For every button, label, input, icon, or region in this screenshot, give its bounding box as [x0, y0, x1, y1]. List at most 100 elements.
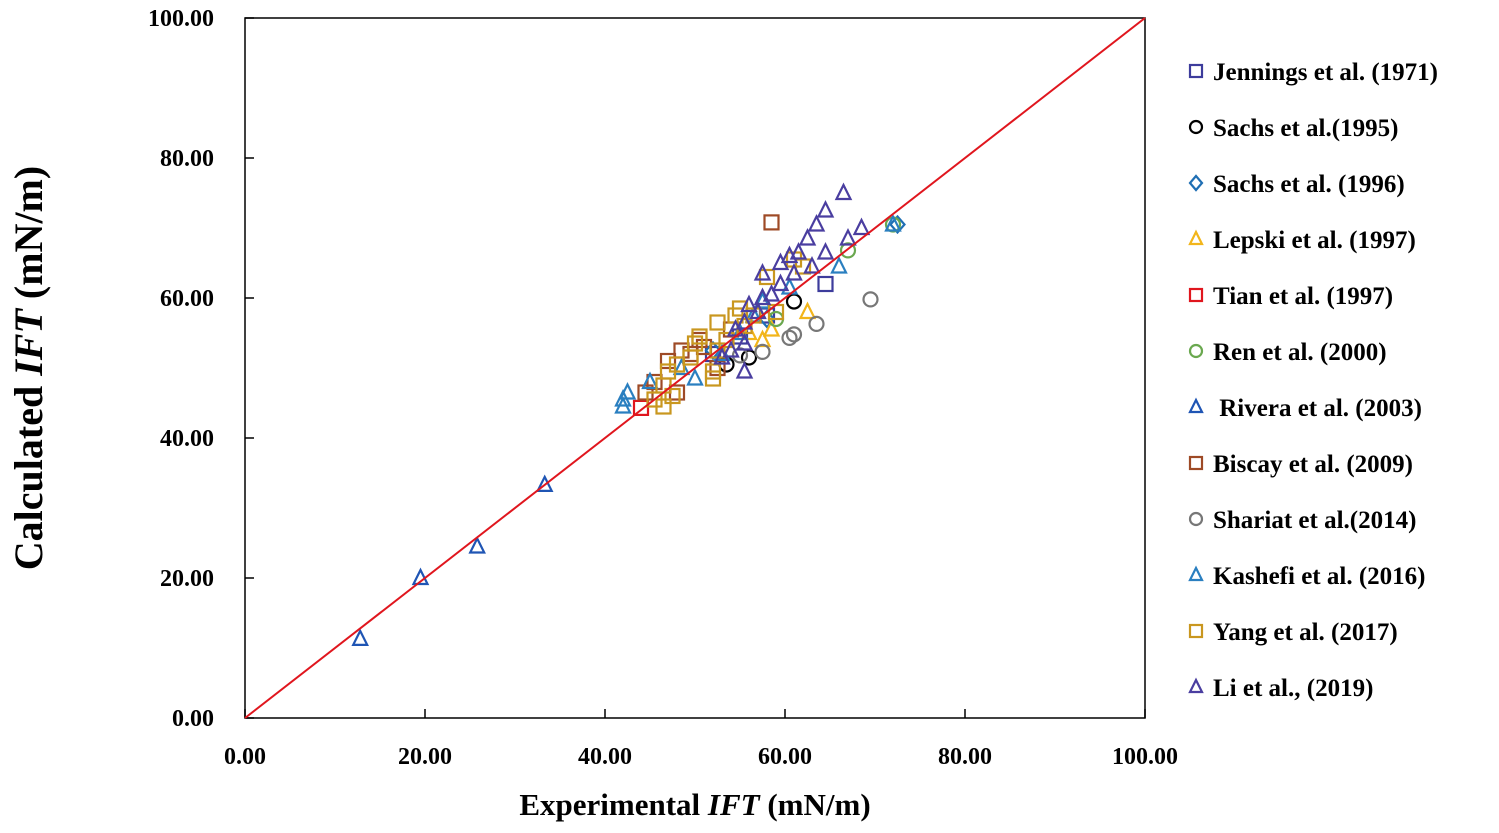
data-point: [753, 263, 772, 281]
legend-label: Shariat et al.(2014): [1213, 507, 1416, 534]
data-point: [798, 301, 817, 320]
data-point: [351, 628, 369, 647]
legend-item: Shariat et al.(2014): [1188, 507, 1416, 534]
x-tick-label: 40.00: [578, 744, 632, 770]
legend: Jennings et al. (1971) Sachs et al.(1995)…: [1188, 59, 1438, 702]
data-point: [468, 536, 486, 554]
data-point: [704, 363, 722, 380]
legend-item: Rivera et al. (2003): [1188, 395, 1422, 422]
x-tick-label: 0.00: [224, 744, 266, 770]
legend-marker: [1188, 174, 1204, 192]
data-point: [807, 214, 826, 232]
legend-label: Jennings et al. (1971): [1213, 59, 1438, 86]
legend-marker: [1188, 677, 1204, 694]
data-point: [735, 333, 754, 351]
legend-item: Lepski et al. (1997): [1188, 227, 1416, 254]
y-tick-label: 40.00: [160, 426, 214, 452]
legend-label: Rivera et al. (2003): [1213, 395, 1422, 422]
legend-marker: [1188, 455, 1204, 471]
legend-item: Li et al., (2019): [1188, 675, 1373, 702]
data-point: [686, 368, 704, 386]
legend-label: Lepski et al. (1997): [1213, 227, 1416, 254]
reference-line-y-equals-x: [244, 17, 1146, 719]
y-tick-label: 20.00: [160, 566, 214, 592]
data-point: [889, 214, 906, 235]
data-point: [740, 294, 758, 313]
data-point: [659, 352, 677, 370]
legend-marker: [1188, 287, 1204, 303]
data-point: [834, 182, 853, 201]
legend-label: Sachs et al. (1996): [1213, 171, 1405, 198]
y-axis-title-prefix: Calculated: [6, 376, 51, 570]
legend-marker: [1188, 623, 1204, 639]
y-tick-label: 100.00: [148, 6, 214, 32]
legend-label: Sachs et al.(1995): [1213, 115, 1398, 142]
legend-item: Yang et al. (2017): [1188, 619, 1398, 646]
series-6: [351, 474, 554, 647]
legend-marker: [1188, 119, 1204, 135]
x-axis-title-italic: IFT: [707, 787, 761, 822]
legend-item: Ren et al. (2000): [1188, 339, 1387, 366]
x-tick-label: 100.00: [1112, 744, 1178, 770]
data-point: [862, 291, 879, 308]
data-point: [771, 252, 790, 271]
legend-item: Tian et al. (1997): [1188, 283, 1393, 310]
y-tick-label: 0.00: [172, 706, 214, 732]
legend-label: Ren et al. (2000): [1213, 339, 1387, 366]
x-tick-label: 60.00: [758, 744, 812, 770]
legend-marker: [1188, 565, 1204, 582]
data-point: [884, 214, 902, 232]
data-point: [817, 275, 834, 293]
data-point: [682, 349, 699, 366]
data-point: [618, 382, 637, 400]
data-point: [785, 263, 803, 281]
legend-item: Jennings et al. (1971): [1188, 59, 1438, 86]
data-point: [641, 371, 659, 390]
x-axis-title-suffix: (mN/m): [760, 787, 871, 822]
legend-marker: [1188, 229, 1204, 246]
x-tick-labels: 0.00 20.00 40.00 60.00 80.00 100.00: [224, 744, 1178, 770]
data-point: [735, 361, 754, 379]
data-point: [781, 329, 798, 346]
data-point: [758, 268, 776, 286]
legend-label: Kashefi et al. (2016): [1213, 563, 1425, 590]
legend-label: Tian et al. (1997): [1213, 283, 1393, 310]
data-point: [771, 273, 790, 292]
data-point: [753, 329, 772, 348]
legend-marker: [1188, 343, 1204, 359]
data-points: [351, 182, 906, 647]
data-point: [830, 256, 848, 274]
legend-label: Yang et al. (2017): [1213, 619, 1398, 646]
x-tick-label: 20.00: [398, 744, 452, 770]
axis-ticks: [244, 17, 1146, 719]
data-point: [411, 567, 430, 586]
data-point: [762, 319, 781, 337]
data-point: [713, 347, 731, 365]
data-point: [632, 399, 650, 416]
y-axis-title-italic: IFT: [6, 308, 51, 377]
y-tick-labels: 0.00 20.00 40.00 60.00 80.00 100.00: [148, 6, 214, 732]
data-point: [803, 256, 821, 274]
data-point: [709, 314, 726, 331]
y-tick-label: 60.00: [160, 286, 214, 312]
x-tick-label: 80.00: [938, 744, 992, 770]
legend-item: Sachs et al.(1995): [1188, 115, 1398, 142]
legend-marker: [1188, 397, 1204, 414]
y-tick-label: 80.00: [160, 146, 214, 172]
data-point: [780, 245, 799, 264]
data-point: [852, 217, 871, 236]
legend-marker: [1188, 63, 1204, 79]
legend-item: Biscay et al. (2009): [1188, 451, 1413, 478]
data-point: [614, 396, 632, 414]
legend-label: Biscay et al. (2009): [1213, 451, 1413, 478]
data-point: [762, 284, 781, 302]
legend-marker: [1188, 511, 1204, 527]
x-axis-title: Experimental IFT (mN/m): [519, 787, 870, 822]
legend-item: Kashefi et al. (2016): [1188, 563, 1425, 590]
legend-item: Sachs et al. (1996): [1188, 171, 1405, 198]
data-point: [789, 242, 808, 260]
data-point: [655, 398, 672, 415]
data-point: [816, 242, 835, 260]
series-4: [632, 399, 650, 416]
